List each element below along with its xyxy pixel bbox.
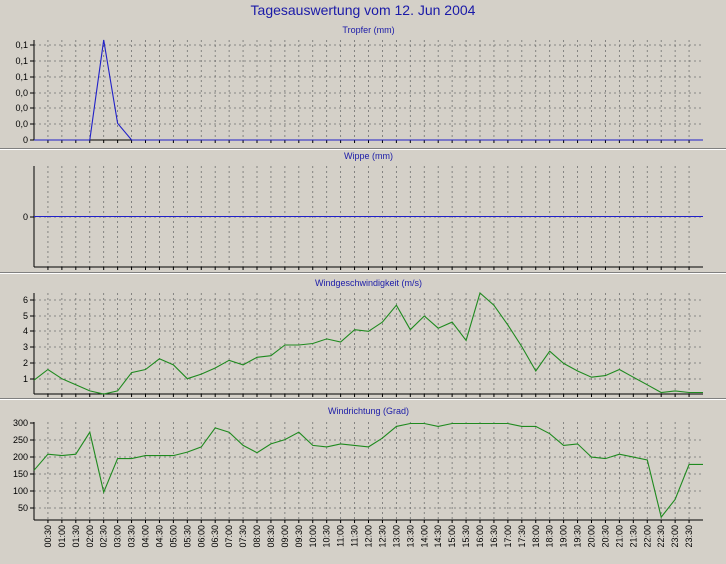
x-tick-label: 01:30 [71,525,81,548]
x-tick-label: 06:00 [196,525,206,548]
x-tick-label: 19:00 [559,525,569,548]
y-tick-label: 3 [23,342,28,352]
x-tick-label: 10:00 [308,525,318,548]
chart-title: Wippe (mm) [344,151,393,161]
chart-title: Windgeschwindigkeit (m/s) [315,278,422,288]
x-tick-label: 15:30 [461,525,471,548]
x-tick-label: 12:30 [377,525,387,548]
x-tick-label: 17:30 [517,525,527,548]
x-tick-label: 10:30 [322,525,332,548]
y-tick-label: 250 [13,435,28,445]
x-tick-label: 11:00 [336,525,346,547]
y-tick-label: 1 [23,374,28,384]
series-line [34,39,703,141]
x-tick-label: 20:30 [600,525,610,548]
x-tick-label: 20:00 [587,525,597,548]
y-tick-label: 0,1 [15,56,28,66]
x-tick-label: 13:00 [391,525,401,548]
x-tick-label: 12:00 [364,525,374,548]
x-tick-label: 01:00 [57,525,67,548]
x-tick-label: 11:30 [350,525,360,547]
x-tick-label: 14:00 [419,525,429,548]
x-tick-label: 17:00 [503,525,513,548]
plot-area [34,422,703,520]
x-tick-label: 09:00 [280,525,290,548]
x-tick-label: 16:00 [475,525,485,548]
x-tick-label: 21:30 [628,525,638,548]
y-tick-label: 0 [23,135,28,145]
panel-divider [0,272,726,274]
x-tick-label: 21:00 [614,525,624,548]
y-tick-label: 300 [13,418,28,428]
y-tick-label: 0,0 [15,103,28,113]
x-tick-label: 18:00 [531,525,541,548]
x-tick-label: 00:30 [43,525,53,548]
y-tick-label: 0,0 [15,119,28,129]
x-tick-label: 15:00 [447,525,457,548]
y-tick-label: 6 [23,295,28,305]
x-tick-label: 04:30 [154,525,164,548]
y-tick-label: 200 [13,452,28,462]
x-tick-label: 18:30 [545,525,555,548]
series-line [33,292,703,395]
x-tick-label: 09:30 [294,525,304,548]
y-tick-label: 0 [23,212,28,222]
x-tick-label: 03:30 [127,525,137,548]
x-tick-label: 13:30 [405,525,415,548]
chart-title: Tropfer (mm) [342,25,394,35]
y-tick-label: 0,0 [15,88,28,98]
x-tick-label: 05:30 [182,525,192,548]
x-tick-label: 06:30 [210,525,220,548]
x-tick-label: 19:30 [573,525,583,548]
x-tick-label: 08:00 [252,525,262,548]
x-tick-label: 02:00 [85,525,95,548]
x-tick-label: 04:00 [141,525,151,548]
y-tick-label: 50 [18,503,28,513]
chart-title: Windrichtung (Grad) [328,406,409,416]
panel-divider [0,148,726,150]
x-tick-label: 23:30 [684,525,694,548]
x-tick-label: 22:00 [642,525,652,548]
x-tick-label: 02:30 [99,525,109,548]
x-tick-label: 22:30 [656,525,666,548]
y-tick-label: 0,1 [15,72,28,82]
y-tick-label: 4 [23,326,28,336]
x-tick-label: 07:00 [224,525,234,548]
y-tick-label: 100 [13,486,28,496]
series-line [33,422,703,519]
x-tick-label: 05:00 [168,525,178,548]
x-tick-label: 08:30 [266,525,276,548]
x-tick-label: 23:00 [670,525,680,548]
y-tick-label: 5 [23,311,28,321]
x-tick-label: 03:00 [113,525,123,548]
y-tick-label: 0,1 [15,40,28,50]
y-tick-label: 2 [23,358,28,368]
page-title: Tagesauswertung vom 12. Jun 2004 [250,2,476,18]
x-tick-label: 07:30 [238,525,248,548]
x-tick-label: 14:30 [433,525,443,548]
x-tick-label: 16:30 [489,525,499,548]
panel-divider [0,398,726,400]
y-tick-label: 150 [13,469,28,479]
